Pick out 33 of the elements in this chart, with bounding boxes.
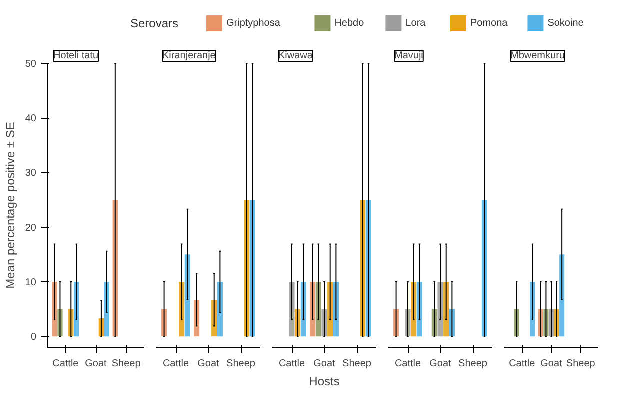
x-tick-label: Cattle [394, 358, 422, 370]
x-tick-label: Goat [85, 358, 108, 370]
y-tick-label: 20 [25, 222, 37, 234]
chart-title: Kiranjeranje [162, 50, 216, 62]
legend-title: Serovars [130, 16, 179, 30]
x-tick-label: Sheep [226, 358, 256, 370]
x-tick-label: Sheep [566, 358, 596, 370]
x-tick-label: Sheep [458, 358, 488, 370]
y-axis-title: Mean percentage positive ± SE [3, 122, 18, 289]
x-tick-label: Goat [540, 358, 563, 370]
x-tick-label: Sheep [112, 358, 142, 370]
x-tick-label: Cattle [52, 358, 80, 370]
x-axis-title: Hosts [309, 374, 340, 388]
y-tick-label: 30 [25, 168, 37, 180]
y-tick-label: 10 [25, 277, 37, 288]
chart-title: Mbwemkuru [510, 50, 565, 62]
x-tick-label: Goat [198, 358, 220, 370]
legend-label: Lora [406, 18, 426, 29]
x-tick-label: Goat [430, 358, 452, 370]
x-tick-label: Sheep [342, 358, 372, 370]
y-tick-label: 40 [25, 114, 37, 125]
chart-title: Mavuji [394, 50, 424, 62]
x-tick-label: Cattle [278, 358, 306, 370]
x-tick-label: Goat [314, 358, 336, 370]
legend-label: Sokoine [548, 18, 584, 29]
y-tick-label: 0 [30, 332, 37, 344]
chart-title: Hoteli tatu [54, 50, 99, 62]
legend-label: Pomona [470, 18, 508, 29]
legend-label: Griptyphosa [226, 18, 281, 29]
x-tick-label: Cattle [162, 358, 190, 370]
y-tick-label: 50 [25, 59, 37, 70]
legend-label: Hebdo [334, 18, 365, 29]
x-tick-label: Cattle [509, 358, 536, 370]
